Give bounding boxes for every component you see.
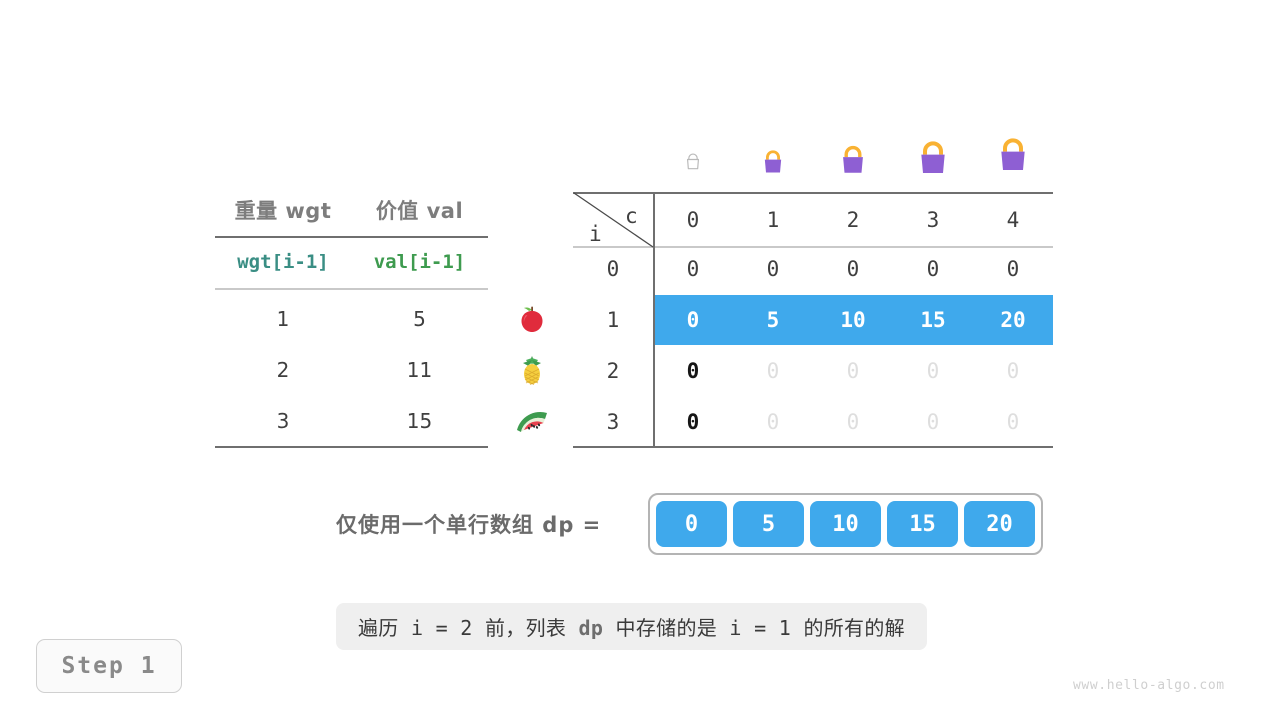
dp-table-top-rule [573,192,1053,194]
item-value-value: 15 [406,409,433,433]
dp-table-highlight-row [655,295,1053,345]
item-value-value: 5 [413,307,426,331]
bag-icon-0 [673,140,713,184]
dp-table-row-header: 1 [606,308,620,332]
dp-array-cell[interactable]: 5 [733,501,804,547]
dp-cell: 0 [766,257,780,281]
bag-icon-1 [753,140,793,184]
bag-icon-4 [993,126,1033,184]
table-row: 5 [351,304,488,334]
dp-table-col-header: 4 [1006,208,1020,232]
caption-emphasis: dp [578,616,604,640]
dp-table-row-header: 2 [606,359,620,383]
dp-array-label-text: 仅使用一个单行数组 dp = [336,513,602,537]
dp-cell: 0 [766,410,780,434]
dp-table-col-header: 3 [926,208,940,232]
dp-cell: 0 [926,359,940,383]
caption-prefix: 遍历 i = 2 前，列表 [358,616,579,640]
dp-cell: 20 [1000,308,1026,332]
watermark: www.hello-algo.com [1073,678,1225,693]
item-weight-value: 3 [276,409,290,433]
dp-cell: 0 [846,257,860,281]
dp-array-cell[interactable]: 20 [964,501,1035,547]
item-table-header-value: 价值 val [375,199,464,223]
bag-icon-3 [913,131,953,184]
dp-array-cell[interactable]: 10 [810,501,881,547]
dp-cell: 5 [766,308,780,332]
dp-cell: 0 [926,257,940,281]
dp-cell: 0 [686,359,700,383]
caption-suffix: 中存储的是 i = 1 的所有的解 [603,616,905,640]
dp-table-row-header: 3 [606,410,620,434]
dp-table-header-rule [573,246,1053,248]
dp-table-col-header: 0 [686,208,700,232]
dp-cell: 0 [1006,257,1020,281]
dp-table: c i 0 1 2 3 4 0 1 2 3 0 0 0 0 0 0 5 10 1… [573,192,1053,448]
dp-cell: 0 [686,308,700,332]
dp-table-row-header: 0 [606,257,620,281]
dp-cell: 0 [1006,359,1020,383]
item-weight-value: 2 [276,358,290,382]
dp-table-col-header: 1 [766,208,780,232]
dp-cell: 15 [920,308,946,332]
item-table-subheader-wgt: wgt[i-1] [237,251,329,273]
table-row: 2 [215,355,351,385]
table-row: 15 [351,406,488,436]
table-row: 11 [351,355,488,385]
pineapple-icon [512,353,552,387]
table-row: 3 [215,406,351,436]
dp-table-col-header: 2 [846,208,860,232]
step-badge: Step 1 [36,639,182,693]
table-row: 1 [215,304,351,334]
watermelon-icon [512,404,552,438]
dp-cell: 0 [926,410,940,434]
dp-cell: 0 [686,257,700,281]
dp-array-cell[interactable]: 0 [656,501,727,547]
dp-cell: 10 [840,308,866,332]
dp-table-corner-col-label: c [625,204,638,228]
caption-banner: 遍历 i = 2 前，列表 dp 中存储的是 i = 1 的所有的解 [336,603,927,650]
dp-cell: 0 [1006,410,1020,434]
dp-array-cell[interactable]: 15 [887,501,958,547]
dp-table-bottom-rule [573,446,1053,448]
dp-table-vertical-rule [653,192,655,448]
item-table: 重量 wgt 价值 val wgt[i-1] val[i-1] 1 5 2 11… [215,192,488,448]
item-table-top-rule [215,236,488,238]
dp-cell: 0 [846,359,860,383]
dp-table-corner-row-label: i [589,222,602,246]
bag-icon-2 [833,136,873,184]
item-table-subheader-val: val[i-1] [373,251,466,273]
item-table-bottom-rule [215,446,488,448]
dp-cell: 0 [766,359,780,383]
apple-icon [512,302,552,336]
dp-array-container: 0 5 10 15 20 [648,493,1043,555]
corner-diagonal-divider [573,192,654,248]
item-weight-value: 1 [276,307,290,331]
item-value-value: 11 [406,358,433,382]
dp-cell: 0 [846,410,860,434]
item-table-mid-rule [215,288,488,290]
item-table-header-weight: 重量 wgt [234,199,332,223]
dp-cell: 0 [686,410,700,434]
